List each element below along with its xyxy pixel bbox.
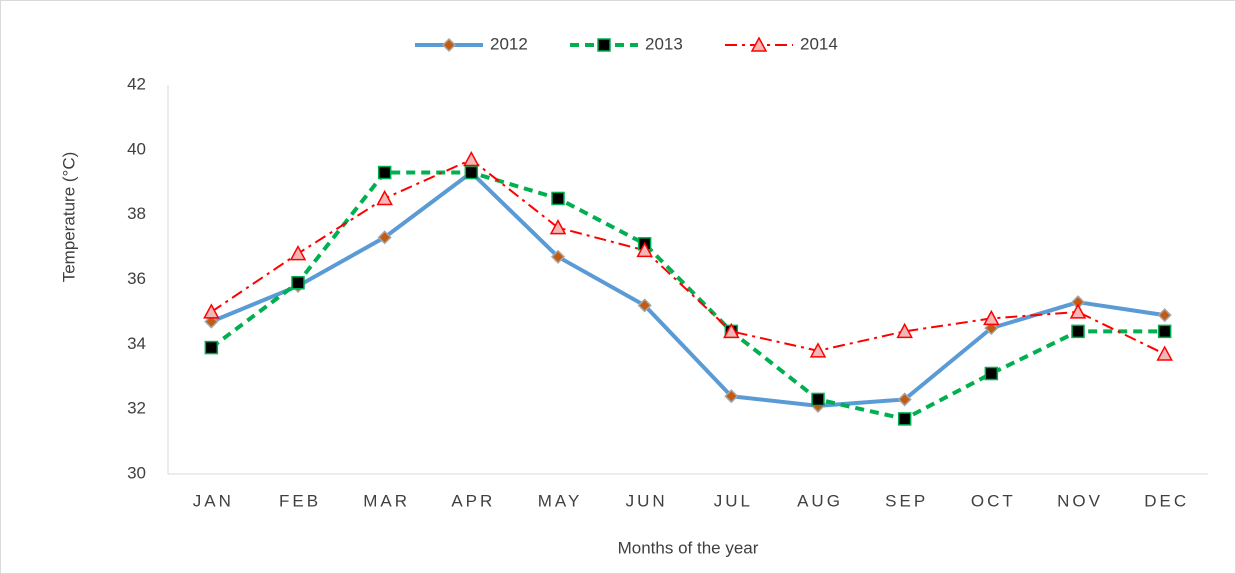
y-tick-label: 36 <box>127 269 146 288</box>
marker <box>203 303 220 319</box>
legend-item: 2012 <box>415 34 528 53</box>
marker <box>463 150 480 167</box>
x-tick-label: JUL <box>714 491 753 510</box>
series-line <box>210 170 1165 421</box>
marker <box>1071 324 1085 339</box>
marker <box>896 322 913 339</box>
marker <box>1069 303 1087 319</box>
legend-marker <box>597 38 611 52</box>
marker <box>897 412 912 426</box>
legend-label: 2013 <box>645 34 683 53</box>
marker <box>811 392 825 407</box>
marker <box>204 340 219 355</box>
marker <box>377 230 392 245</box>
marker <box>724 389 739 404</box>
x-tick-label: APR <box>451 491 495 510</box>
x-axis-label: Months of the year <box>618 538 759 557</box>
y-tick-label: 38 <box>127 204 146 223</box>
marker <box>723 322 740 339</box>
y-axis-label: Temperature (°C) <box>59 152 78 283</box>
x-tick-label: JUN <box>626 491 668 510</box>
legend-item: 2014 <box>725 34 838 53</box>
marker <box>636 241 653 258</box>
marker <box>464 165 479 180</box>
x-tick-label: FEB <box>279 491 321 510</box>
legend-label: 2014 <box>800 34 838 53</box>
x-tick-label: OCT <box>971 491 1016 510</box>
marker <box>289 244 307 261</box>
marker <box>551 191 565 206</box>
marker <box>897 392 912 407</box>
y-tick-label: 30 <box>127 463 146 482</box>
x-tick-label: NOV <box>1057 491 1103 510</box>
y-tick-label: 34 <box>127 334 146 353</box>
marker <box>1157 308 1172 323</box>
x-tick-label: AUG <box>797 491 843 510</box>
x-tick-label: JAN <box>193 491 234 510</box>
marker <box>983 309 1000 326</box>
legend-label: 2012 <box>490 34 528 53</box>
y-tick-label: 42 <box>127 74 146 93</box>
marker <box>1157 324 1172 339</box>
marker <box>1156 345 1173 361</box>
series-line <box>210 170 1165 408</box>
marker <box>550 249 566 264</box>
x-tick-label: SEP <box>885 491 928 510</box>
x-tick-label: MAY <box>538 491 583 510</box>
x-tick-label: DEC <box>1144 491 1189 510</box>
legend-item: 2013 <box>570 34 683 53</box>
marker <box>291 275 305 290</box>
series-line <box>210 158 1166 355</box>
marker <box>809 342 827 358</box>
legend-marker <box>750 36 768 52</box>
x-tick-label: MAR <box>363 491 410 510</box>
marker <box>377 165 392 180</box>
legend-marker <box>441 37 457 53</box>
y-tick-label: 40 <box>127 139 146 158</box>
marker <box>637 298 652 313</box>
y-tick-label: 32 <box>127 399 146 418</box>
marker <box>376 189 393 206</box>
marker <box>549 219 567 235</box>
marker <box>984 366 999 381</box>
